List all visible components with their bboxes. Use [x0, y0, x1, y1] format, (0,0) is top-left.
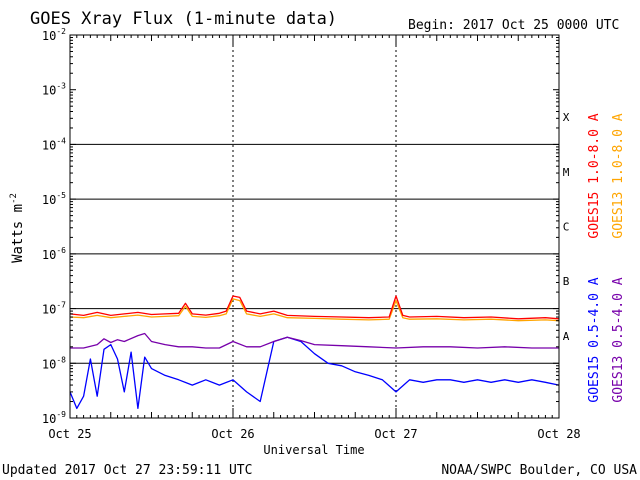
chart-title: GOES Xray Flux (1-minute data): [30, 9, 337, 29]
legend-label: GOES13 1.0-8.0 A: [611, 113, 626, 238]
y-tick-label: 10-2: [42, 27, 66, 43]
class-threshold-lines: [70, 143, 559, 364]
series-line: [69, 295, 560, 320]
x-tick-label: Oct 27: [374, 427, 417, 441]
x-tick-label: Oct 26: [211, 427, 254, 441]
begin-label: Begin: 2017 Oct 25 0000 UTC: [408, 18, 619, 33]
flare-class-label: A: [563, 330, 570, 343]
legend-entry: GOES13 1.0-8.0 A: [611, 113, 626, 238]
y-tick-label: 10-4: [42, 136, 66, 152]
flare-class-labels: X M C B A: [563, 111, 570, 343]
series-line: [69, 298, 560, 322]
plot-frame: [69, 34, 560, 419]
legend-entry: GOES15 1.0-8.0 A: [587, 113, 602, 238]
x-axis-label: Universal Time: [263, 443, 364, 457]
flare-class-label: X: [563, 111, 570, 124]
series-layer: [69, 295, 560, 410]
flare-class-label: M: [563, 166, 570, 179]
flare-class-label: C: [563, 221, 570, 234]
y-axis: 10-9 10-8 10-7 10-6 10-5 10-4 10-3 10-2: [42, 27, 559, 426]
x-tick-label: Oct 25: [48, 427, 91, 441]
y-tick-label: 10-7: [42, 301, 66, 317]
day-boundary-lines: [232, 35, 397, 418]
legend-label: GOES15 1.0-8.0 A: [587, 113, 602, 238]
legend: GOES15 1.0-8.0 A GOES13 1.0-8.0 A GOES15 0…: [587, 113, 626, 402]
legend-label: GOES13 0.5-4.0 A: [611, 277, 626, 402]
legend-label: GOES15 0.5-4.0 A: [587, 277, 602, 402]
source-credit: NOAA/SWPC Boulder, CO USA: [441, 463, 637, 478]
y-axis-label-text: Watts m: [10, 204, 26, 263]
y-axis-label: Watts m-2: [9, 193, 26, 263]
x-axis: Oct 25 Oct 26 Oct 27 Oct 28: [48, 35, 581, 441]
series-line: [70, 332, 559, 349]
y-tick-label: 10-8: [42, 355, 66, 371]
y-tick-label: 10-9: [42, 410, 66, 426]
legend-entry: GOES15 0.5-4.0 A: [587, 277, 602, 402]
y-axis-label-exponent: -2: [9, 193, 19, 204]
y-tick-label: 10-3: [42, 82, 66, 98]
flare-class-label: B: [563, 275, 570, 288]
legend-entry: GOES13 0.5-4.0 A: [611, 277, 626, 402]
x-tick-label: Oct 28: [537, 427, 580, 441]
updated-timestamp: Updated 2017 Oct 27 23:59:11 UTC: [2, 463, 252, 478]
y-tick-label: 10-6: [42, 246, 66, 262]
y-tick-label: 10-5: [42, 191, 66, 207]
svg-text:Watts m-2: Watts m-2: [9, 193, 26, 263]
